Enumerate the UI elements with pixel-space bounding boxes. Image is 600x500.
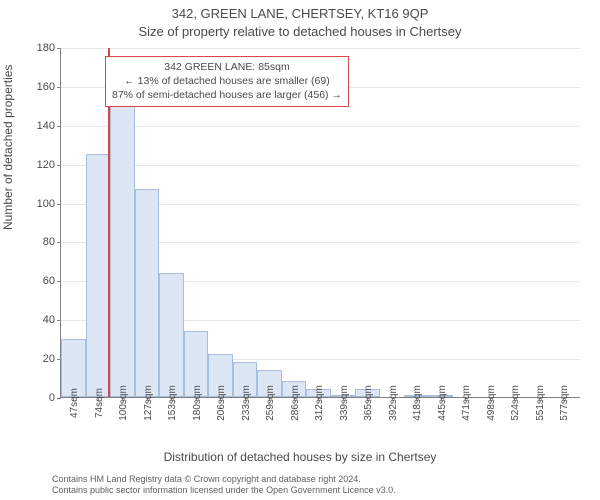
ytick-label: 100 xyxy=(37,198,61,210)
histogram-bar xyxy=(135,189,160,397)
histogram-bar xyxy=(110,82,135,397)
xtick-label: 259sqm xyxy=(265,385,276,421)
xtick-label: 180sqm xyxy=(192,385,203,421)
histogram-bar xyxy=(86,154,111,397)
histogram-bar xyxy=(159,273,184,397)
ytick-label: 160 xyxy=(37,81,61,93)
xtick-label: 445sqm xyxy=(437,385,448,421)
annotation-box: 342 GREEN LANE: 85sqm← 13% of detached h… xyxy=(105,56,349,107)
xtick-label: 74sqm xyxy=(94,388,105,418)
ytick-label: 40 xyxy=(43,314,61,326)
xtick-label: 286sqm xyxy=(290,385,301,421)
annotation-line: 87% of semi-detached houses are larger (… xyxy=(112,88,342,102)
ytick-label: 80 xyxy=(43,236,61,248)
plot-area: 02040608010012014016018047sqm74sqm100sqm… xyxy=(60,48,580,398)
caption: Contains HM Land Registry data © Crown c… xyxy=(52,474,396,497)
x-axis-label: Distribution of detached houses by size … xyxy=(0,450,600,464)
xtick-label: 498sqm xyxy=(486,385,497,421)
ytick-label: 0 xyxy=(49,392,61,404)
caption-line1: Contains HM Land Registry data © Crown c… xyxy=(52,474,361,484)
ytick-label: 120 xyxy=(37,159,61,171)
annotation-line: 342 GREEN LANE: 85sqm xyxy=(112,60,342,74)
xtick-label: 418sqm xyxy=(412,385,423,421)
xtick-label: 551sqm xyxy=(535,385,546,421)
xtick-label: 365sqm xyxy=(363,385,374,421)
xtick-label: 233sqm xyxy=(241,385,252,421)
xtick-label: 524sqm xyxy=(510,385,521,421)
xtick-label: 206sqm xyxy=(216,385,227,421)
xtick-label: 47sqm xyxy=(69,388,80,418)
xtick-label: 312sqm xyxy=(314,385,325,421)
xtick-label: 339sqm xyxy=(339,385,350,421)
annotation-line: ← 13% of detached houses are smaller (69… xyxy=(112,74,342,88)
title-sub: Size of property relative to detached ho… xyxy=(0,24,600,39)
ytick-label: 60 xyxy=(43,275,61,287)
ytick-label: 20 xyxy=(43,353,61,365)
xtick-label: 100sqm xyxy=(118,385,129,421)
xtick-label: 577sqm xyxy=(559,385,570,421)
gridline xyxy=(61,48,580,49)
caption-line2: Contains public sector information licen… xyxy=(52,485,396,495)
ytick-label: 140 xyxy=(37,120,61,132)
gridline xyxy=(61,165,580,166)
xtick-label: 153sqm xyxy=(167,385,178,421)
xtick-label: 127sqm xyxy=(143,385,154,421)
title-main: 342, GREEN LANE, CHERTSEY, KT16 9QP xyxy=(0,6,600,21)
xtick-label: 392sqm xyxy=(388,385,399,421)
y-axis-label: Number of detached properties xyxy=(1,65,15,230)
xtick-label: 471sqm xyxy=(461,385,472,421)
ytick-label: 180 xyxy=(37,42,61,54)
gridline xyxy=(61,126,580,127)
